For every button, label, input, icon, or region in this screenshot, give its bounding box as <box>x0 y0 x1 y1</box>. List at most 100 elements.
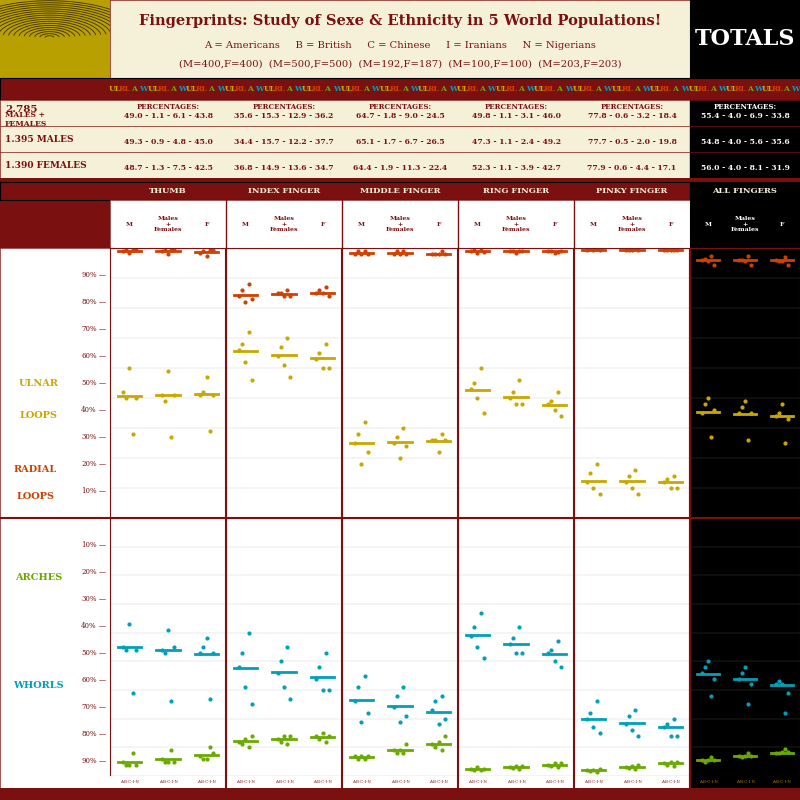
Text: 34.4 - 15.7 - 12.2 - 37.7: 34.4 - 15.7 - 12.2 - 37.7 <box>234 138 334 146</box>
Text: F: F <box>205 222 209 226</box>
Text: PERCENTAGES:: PERCENTAGES: <box>714 103 777 111</box>
Text: UL: UL <box>726 85 738 93</box>
Text: A-B-C-I-N: A-B-C-I-N <box>430 780 448 784</box>
Text: 90%: 90% <box>81 271 97 279</box>
Text: A: A <box>518 85 524 93</box>
Text: 77.7 - 0.5 - 2.0 - 19.8: 77.7 - 0.5 - 2.0 - 19.8 <box>587 138 677 146</box>
Text: W: W <box>526 85 535 93</box>
Text: W: W <box>754 85 763 93</box>
Bar <box>690 126 800 152</box>
Text: 2.785: 2.785 <box>5 105 38 114</box>
Text: W: W <box>333 85 342 93</box>
Text: RL: RL <box>196 85 208 93</box>
Text: M: M <box>242 222 249 226</box>
Text: (M=400,F=400)  (M=500,F=500)  (M=192,F=187)  (M=100,F=100)  (M=203,F=203): (M=400,F=400) (M=500,F=500) (M=192,F=187… <box>178 59 622 69</box>
Text: Males
+
Females: Males + Females <box>154 216 182 232</box>
Text: UL: UL <box>109 85 121 93</box>
Text: MALES +
FEMALES: MALES + FEMALES <box>5 111 47 128</box>
Text: RL: RL <box>390 85 401 93</box>
Text: W: W <box>603 85 612 93</box>
Text: 49.8 - 1.1 - 3.1 - 46.0: 49.8 - 1.1 - 3.1 - 46.0 <box>471 112 561 120</box>
Text: M: M <box>590 222 597 226</box>
Text: M: M <box>358 222 365 226</box>
Text: W: W <box>791 85 800 93</box>
Text: PERCENTAGES:: PERCENTAGES: <box>137 103 199 111</box>
Text: A: A <box>286 85 292 93</box>
Text: F: F <box>779 222 784 226</box>
Text: 52.3 - 1.1 - 3.9 - 42.7: 52.3 - 1.1 - 3.9 - 42.7 <box>471 164 561 172</box>
Text: RL: RL <box>506 85 517 93</box>
Text: UL: UL <box>762 85 774 93</box>
Text: 36.8 - 14.9 - 13.6 - 34.7: 36.8 - 14.9 - 13.6 - 34.7 <box>234 164 334 172</box>
Text: A-B-C-I-N: A-B-C-I-N <box>120 780 138 784</box>
Text: 1.390 FEMALES: 1.390 FEMALES <box>5 161 86 170</box>
Text: PERCENTAGES:: PERCENTAGES: <box>253 103 315 111</box>
Text: 40%: 40% <box>81 406 97 414</box>
Text: RADIAL: RADIAL <box>14 465 57 474</box>
Bar <box>690 100 800 126</box>
Text: A = Americans     B = British     C = Chinese     I = Iranians     N = Nigerians: A = Americans B = British C = Chinese I … <box>204 41 596 50</box>
Text: 80%: 80% <box>81 730 97 738</box>
Text: RL: RL <box>274 85 285 93</box>
Text: W: W <box>178 85 187 93</box>
Text: 80%: 80% <box>81 298 97 306</box>
Text: 55.4 - 4.0 - 6.9 - 33.8: 55.4 - 4.0 - 6.9 - 33.8 <box>701 112 790 120</box>
Text: UL: UL <box>379 85 391 93</box>
Text: 65.1 - 1.7 - 6.7 - 26.5: 65.1 - 1.7 - 6.7 - 26.5 <box>356 138 444 146</box>
Text: UL: UL <box>534 85 546 93</box>
Text: A-B-C-I-N: A-B-C-I-N <box>198 780 216 784</box>
Bar <box>690 182 800 200</box>
Text: 48.7 - 1.3 - 7.5 - 42.5: 48.7 - 1.3 - 7.5 - 42.5 <box>123 164 213 172</box>
Text: 49.0 - 1.1 - 6.1 - 43.8: 49.0 - 1.1 - 6.1 - 43.8 <box>123 112 213 120</box>
Text: 64.4 - 1.9 - 11.3 - 22.4: 64.4 - 1.9 - 11.3 - 22.4 <box>353 164 447 172</box>
Text: W: W <box>718 85 726 93</box>
Text: INDEX FINGER: INDEX FINGER <box>248 187 320 195</box>
Text: UL: UL <box>186 85 198 93</box>
Text: 10%: 10% <box>81 487 97 495</box>
Text: UL: UL <box>495 85 507 93</box>
Text: RL: RL <box>466 85 478 93</box>
Text: A: A <box>710 85 716 93</box>
Text: RL: RL <box>698 85 710 93</box>
Text: W: W <box>681 85 690 93</box>
Text: W: W <box>642 85 651 93</box>
Text: RL: RL <box>428 85 440 93</box>
Text: W: W <box>565 85 574 93</box>
Text: A: A <box>746 85 753 93</box>
Text: UL: UL <box>263 85 275 93</box>
Text: PERCENTAGES:: PERCENTAGES: <box>369 103 431 111</box>
Text: W: W <box>294 85 303 93</box>
Text: F: F <box>669 222 673 226</box>
Text: PERCENTAGES:: PERCENTAGES: <box>601 103 663 111</box>
Text: 77.9 - 0.6 - 4.4 - 17.1: 77.9 - 0.6 - 4.4 - 17.1 <box>587 164 677 172</box>
Text: A: A <box>673 85 678 93</box>
Text: RING FINGER: RING FINGER <box>483 187 549 195</box>
Text: A-B-C-I-N: A-B-C-I-N <box>352 780 370 784</box>
Text: RL: RL <box>734 85 746 93</box>
Text: UL: UL <box>418 85 430 93</box>
Text: Fingerprints: Study of Sexe & Ethnicity in 5 World Populations!: Fingerprints: Study of Sexe & Ethnicity … <box>139 14 661 28</box>
Text: PERCENTAGES:: PERCENTAGES: <box>485 103 547 111</box>
Text: 56.0 - 4.0 - 8.1 - 31.9: 56.0 - 4.0 - 8.1 - 31.9 <box>701 164 790 172</box>
Text: A-B-C-I-N: A-B-C-I-N <box>772 780 791 784</box>
Text: 50%: 50% <box>81 649 97 657</box>
Text: 20%: 20% <box>81 460 97 468</box>
Text: 50%: 50% <box>81 379 97 387</box>
Text: 64.7 - 1.8 - 9.0 - 24.5: 64.7 - 1.8 - 9.0 - 24.5 <box>356 112 444 120</box>
Text: 40%: 40% <box>81 622 97 630</box>
Text: UL: UL <box>650 85 662 93</box>
Text: UL: UL <box>689 85 701 93</box>
Text: A-B-C-I-N: A-B-C-I-N <box>546 780 564 784</box>
Text: Males
+
Females: Males + Females <box>270 216 298 232</box>
Text: A-B-C-I-N: A-B-C-I-N <box>584 780 602 784</box>
Text: RL: RL <box>350 85 362 93</box>
Text: UL: UL <box>225 85 237 93</box>
Text: UL: UL <box>611 85 623 93</box>
Text: A-B-C-I-N: A-B-C-I-N <box>506 780 526 784</box>
Text: F: F <box>437 222 441 226</box>
Text: UL: UL <box>341 85 353 93</box>
Bar <box>690 152 800 178</box>
Text: A-B-C-I-N: A-B-C-I-N <box>236 780 254 784</box>
Text: 1.395 MALES: 1.395 MALES <box>5 134 74 143</box>
Text: 47.3 - 1.1 - 2.4 - 49.2: 47.3 - 1.1 - 2.4 - 49.2 <box>471 138 561 146</box>
